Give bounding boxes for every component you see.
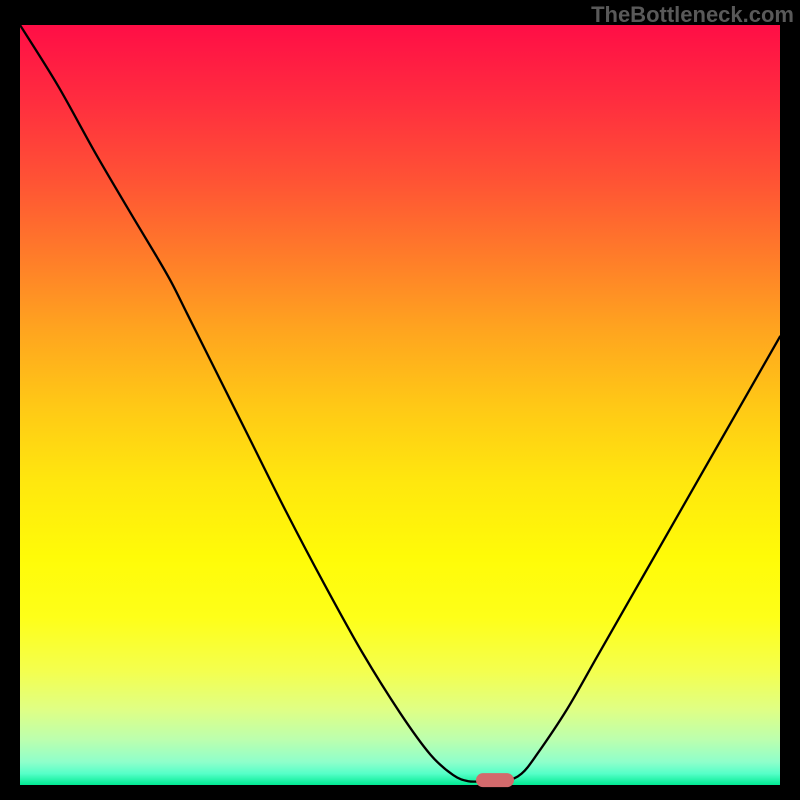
plot-area	[20, 25, 780, 785]
watermark-text: TheBottleneck.com	[591, 2, 794, 28]
optimal-point-marker	[476, 774, 514, 788]
bottleneck-curve	[20, 25, 780, 785]
chart-container: TheBottleneck.com	[0, 0, 800, 800]
